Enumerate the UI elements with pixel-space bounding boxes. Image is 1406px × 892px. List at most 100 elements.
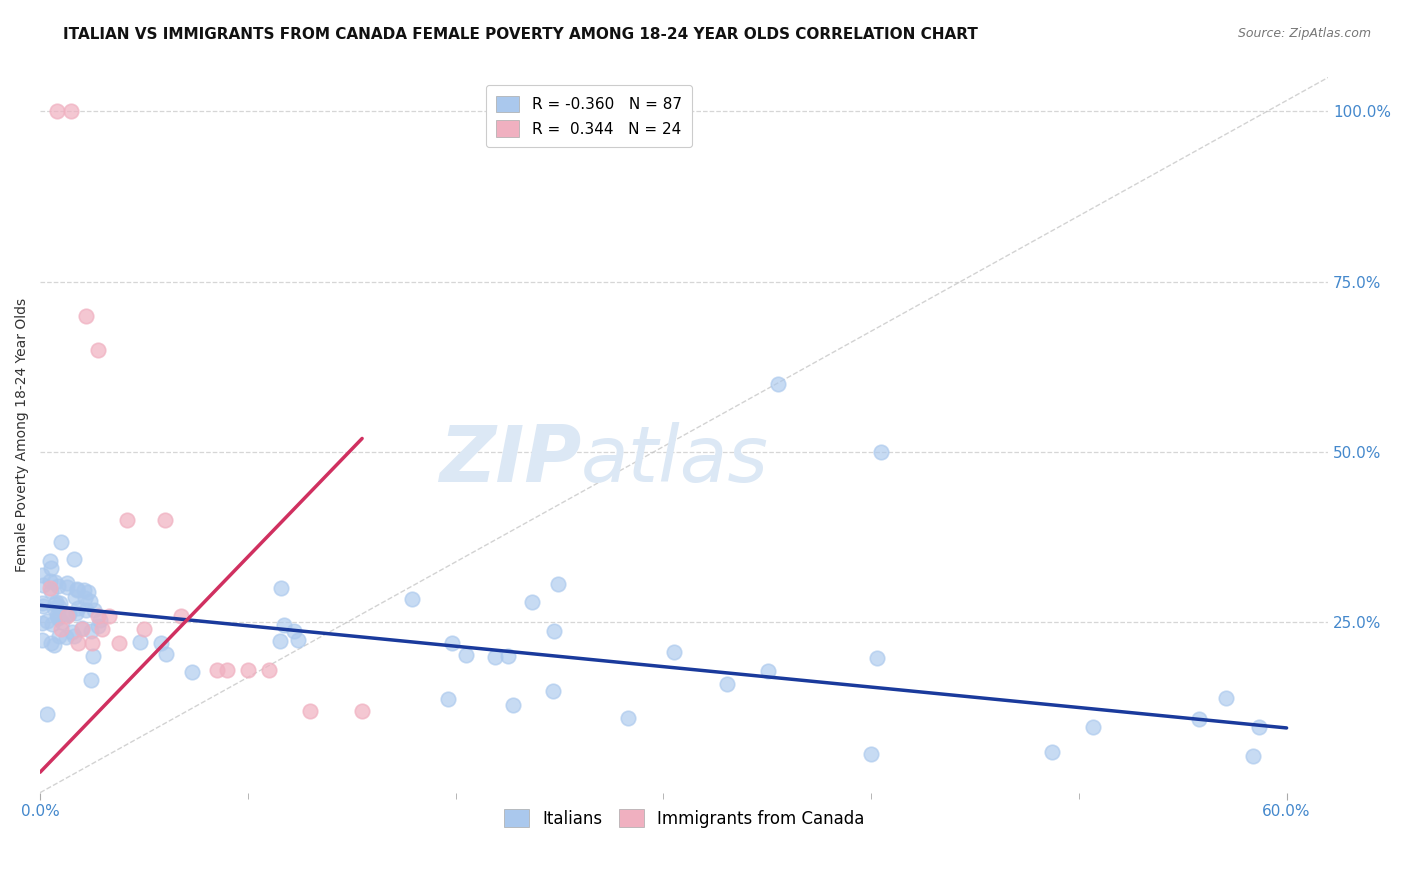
- Point: [1081, 720, 1104, 734]
- Legend: Italians, Immigrants from Canada: Italians, Immigrants from Canada: [498, 803, 872, 834]
- Point: [31, 596, 53, 610]
- Point: [1040, 745, 1063, 759]
- Point: [87, 343, 110, 357]
- Text: atlas: atlas: [581, 422, 769, 498]
- Point: [97, 608, 120, 623]
- Point: [51, 615, 73, 630]
- Point: [45, 595, 67, 609]
- Point: [766, 376, 789, 391]
- Point: [56, 608, 79, 623]
- Point: [66, 636, 89, 650]
- Point: [716, 677, 738, 691]
- Point: [83, 603, 105, 617]
- Point: [520, 595, 543, 609]
- Point: [155, 647, 177, 661]
- Point: [617, 711, 640, 725]
- Point: [287, 633, 309, 648]
- Point: [401, 592, 423, 607]
- Text: ZIP: ZIP: [439, 422, 581, 498]
- Point: [58, 607, 80, 621]
- Point: [35, 615, 58, 629]
- Point: [866, 651, 889, 665]
- Point: [39, 554, 62, 568]
- Point: [662, 645, 685, 659]
- Point: [65, 606, 87, 620]
- Point: [66, 601, 89, 615]
- Point: [1241, 748, 1264, 763]
- Point: [39, 574, 62, 588]
- Point: [49, 622, 72, 636]
- Point: [543, 624, 565, 639]
- Point: [75, 309, 97, 323]
- Point: [352, 704, 374, 718]
- Point: [484, 650, 506, 665]
- Point: [60, 104, 83, 119]
- Point: [547, 577, 569, 591]
- Point: [756, 665, 779, 679]
- Point: [870, 445, 893, 459]
- Point: [79, 673, 101, 687]
- Point: [273, 618, 295, 632]
- Point: [269, 633, 291, 648]
- Point: [77, 584, 100, 599]
- Point: [89, 613, 111, 627]
- Point: [44, 601, 66, 615]
- Point: [44, 575, 66, 590]
- Point: [31, 568, 53, 582]
- Point: [66, 583, 89, 598]
- Point: [437, 691, 460, 706]
- Point: [58, 607, 80, 621]
- Point: [150, 636, 173, 650]
- Point: [39, 584, 62, 599]
- Point: [56, 576, 79, 591]
- Point: [55, 630, 77, 644]
- Point: [283, 624, 305, 638]
- Point: [31, 633, 53, 648]
- Point: [257, 663, 280, 677]
- Point: [49, 596, 72, 610]
- Point: [45, 104, 67, 119]
- Point: [440, 636, 463, 650]
- Point: [117, 513, 139, 527]
- Point: [87, 619, 110, 633]
- Point: [48, 599, 70, 614]
- Point: [70, 622, 93, 636]
- Point: [44, 597, 66, 611]
- Point: [1247, 720, 1270, 734]
- Point: [543, 684, 565, 698]
- Point: [496, 649, 519, 664]
- Point: [48, 629, 70, 643]
- Point: [1215, 691, 1237, 706]
- Point: [91, 622, 114, 636]
- Point: [132, 622, 155, 636]
- Point: [181, 665, 204, 679]
- Point: [270, 582, 292, 596]
- Text: ITALIAN VS IMMIGRANTS FROM CANADA FEMALE POVERTY AMONG 18-24 YEAR OLDS CORRELATI: ITALIAN VS IMMIGRANTS FROM CANADA FEMALE…: [63, 27, 979, 42]
- Point: [454, 648, 477, 662]
- Point: [46, 611, 69, 625]
- Point: [39, 636, 62, 650]
- Point: [39, 560, 62, 574]
- Point: [31, 616, 53, 631]
- Point: [39, 582, 62, 596]
- Point: [45, 608, 67, 623]
- Point: [153, 513, 176, 527]
- Point: [46, 610, 69, 624]
- Point: [49, 534, 72, 549]
- Point: [56, 581, 79, 595]
- Point: [73, 591, 96, 605]
- Point: [205, 663, 228, 677]
- Point: [72, 621, 94, 635]
- Point: [80, 636, 103, 650]
- Point: [129, 635, 152, 649]
- Point: [170, 608, 193, 623]
- Point: [44, 638, 66, 652]
- Point: [32, 599, 55, 613]
- Text: Source: ZipAtlas.com: Source: ZipAtlas.com: [1237, 27, 1371, 40]
- Point: [66, 582, 89, 596]
- Point: [73, 583, 96, 598]
- Point: [87, 608, 110, 623]
- Point: [82, 649, 104, 664]
- Point: [299, 704, 322, 718]
- Point: [35, 707, 58, 722]
